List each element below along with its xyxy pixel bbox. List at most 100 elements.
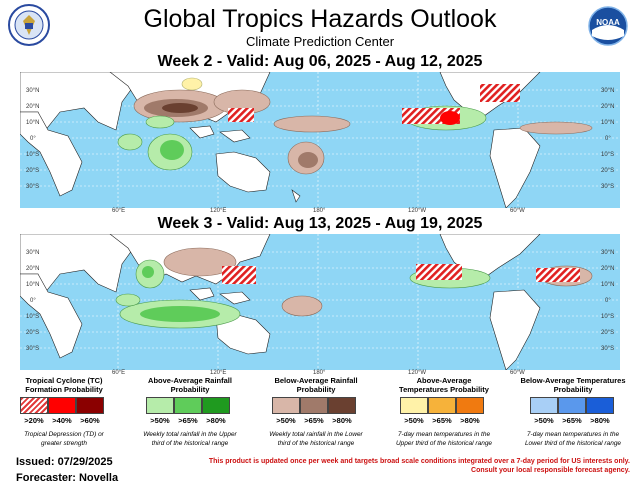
legend-label: >40% xyxy=(52,416,72,425)
legend-label: >65% xyxy=(178,416,198,425)
lat-tick: 20°N xyxy=(26,266,39,272)
week3-hazards xyxy=(115,247,593,329)
lat-tick: 30°N xyxy=(26,88,39,94)
legend-rain-below: Below-Average Rainfall Probability >50% … xyxy=(266,376,366,448)
legend-tc-swatch xyxy=(20,397,48,414)
legend-tc-note: Tropical Depression (TD) or greater stre… xyxy=(24,431,104,447)
legend-label: >50% xyxy=(276,416,296,425)
legend-rain-above-swatch xyxy=(174,397,202,414)
legend-label: >50% xyxy=(150,416,170,425)
lat-tick: 20°S xyxy=(601,330,614,336)
lat-tick: 10°S xyxy=(26,152,39,158)
legend-label: >20% xyxy=(24,416,44,425)
week2-title: Week 2 - Valid: Aug 06, 2025 - Aug 12, 2… xyxy=(157,53,483,70)
lat-tick: 30°N xyxy=(601,250,614,256)
legend-label: >80% xyxy=(332,416,352,425)
legend-rain-above-title: Above-Average Rainfall Probability xyxy=(148,376,232,394)
legend-temp-above: Above-Average Temperatures Probability >… xyxy=(392,376,496,448)
legend-tc-title: Tropical Cyclone (TC) Formation Probabil… xyxy=(25,376,103,394)
lat-tick: 30°S xyxy=(601,184,614,190)
forecaster: Forecaster: Novella xyxy=(16,472,119,484)
legend-rain-below-swatch xyxy=(300,397,328,414)
noaa-logo: NOAA xyxy=(588,6,628,46)
lon-tick: 120°E xyxy=(210,208,227,214)
lon-tick: 60°W xyxy=(510,208,525,214)
legend-rain-below-swatch xyxy=(272,397,300,414)
lat-tick: 0° xyxy=(30,298,36,304)
week3-continents xyxy=(19,233,541,371)
noaa-logo-text: NOAA xyxy=(596,18,620,27)
lat-tick: 10°N xyxy=(601,120,614,126)
legend-temp-below-title: Below-Average Temperatures Probability xyxy=(520,376,626,394)
week2-lat-ticks: 30°N 20°N 10°N 0° 10°S 20°S 30°S 30°N 20… xyxy=(26,88,614,190)
legend-label: >65% xyxy=(562,416,582,425)
week2-hazards xyxy=(117,77,593,175)
lon-tick: 120°W xyxy=(408,370,427,376)
page-title: Global Tropics Hazards Outlook xyxy=(143,5,497,33)
legend-tc-swatch xyxy=(76,397,104,414)
legend-temp-above-title: Above-Average Temperatures Probability xyxy=(399,376,489,394)
legend-label: >65% xyxy=(304,416,324,425)
week2-map: 30°N 20°N 10°N 0° 10°S 20°S 30°S 30°N 20… xyxy=(19,71,620,209)
lat-tick: 0° xyxy=(605,136,611,142)
lat-tick: 20°N xyxy=(601,266,614,272)
lon-tick: 180° xyxy=(313,208,326,214)
lon-tick: 180° xyxy=(313,370,326,376)
lat-tick: 10°S xyxy=(601,152,614,158)
legend-tc-swatch xyxy=(48,397,76,414)
lat-tick: 30°S xyxy=(26,184,39,190)
lat-tick: 20°S xyxy=(26,168,39,174)
lon-tick: 120°W xyxy=(408,208,427,214)
legend-label: >80% xyxy=(460,416,480,425)
lat-tick: 10°N xyxy=(26,120,39,126)
lat-tick: 20°N xyxy=(601,104,614,110)
lat-tick: 20°S xyxy=(26,330,39,336)
lat-tick: 30°S xyxy=(26,346,39,352)
legend-temp-above-swatch xyxy=(400,397,428,414)
lat-tick: 10°S xyxy=(601,314,614,320)
legend-label: >80% xyxy=(206,416,226,425)
legend-temp-below-note: 7-day mean temperatures in the Lower thi… xyxy=(524,431,622,447)
week3-map: 30°N 20°N 10°N 0° 10°S 20°S 30°S 30°N 20… xyxy=(19,233,620,371)
legend-label: >60% xyxy=(80,416,100,425)
lat-tick: 20°N xyxy=(26,104,39,110)
week3-lat-ticks: 30°N 20°N 10°N 0° 10°S 20°S 30°S 30°N 20… xyxy=(26,250,614,352)
commerce-seal-logo xyxy=(8,4,50,46)
lat-tick: 30°S xyxy=(601,346,614,352)
lat-tick: 20°S xyxy=(601,168,614,174)
legend-temp-above-note: 7-day mean temperatures in the Upper thi… xyxy=(395,431,493,447)
lat-tick: 30°N xyxy=(26,250,39,256)
legend-temp-above-swatch xyxy=(428,397,456,414)
week3-title: Week 3 - Valid: Aug 13, 2025 - Aug 19, 2… xyxy=(157,215,483,232)
page-subtitle: Climate Prediction Center xyxy=(245,34,395,49)
lat-tick: 0° xyxy=(30,136,36,142)
lat-tick: 10°N xyxy=(26,282,39,288)
lon-tick: 60°E xyxy=(112,208,126,214)
lat-tick: 10°S xyxy=(26,314,39,320)
lon-tick: 60°E xyxy=(112,370,126,376)
legend-temp-below: Below-Average Temperatures Probability >… xyxy=(518,376,628,448)
lon-tick: 120°E xyxy=(210,370,227,376)
legend-label: >80% xyxy=(590,416,610,425)
legend-rain-below-note: Weekly total rainfall in the Lower third… xyxy=(269,431,363,447)
lat-tick: 30°N xyxy=(601,88,614,94)
lon-tick: 60°W xyxy=(510,370,525,376)
legend-label: >50% xyxy=(534,416,554,425)
legend-temp-below-swatch xyxy=(530,397,558,414)
legend-rain-above-note: Weekly total rainfall in the Upper third… xyxy=(143,431,237,447)
disclaimer-line2: Consult your local responsible forecast … xyxy=(471,467,630,474)
legend-tc: Tropical Cyclone (TC) Formation Probabil… xyxy=(14,376,114,448)
legend-label: >65% xyxy=(432,416,452,425)
lat-tick: 0° xyxy=(605,298,611,304)
disclaimer-line1: This product is updated once per week an… xyxy=(208,458,630,465)
legend-rain-above: Above-Average Rainfall Probability >50% … xyxy=(140,376,240,448)
legend-rain-below-swatch xyxy=(328,397,356,414)
legend-temp-below-swatch xyxy=(558,397,586,414)
lat-tick: 10°N xyxy=(601,282,614,288)
legend-temp-above-swatch xyxy=(456,397,484,414)
issued-date: Issued: 07/29/2025 xyxy=(16,456,113,468)
legend-rain-below-title: Below-Average Rainfall Probability xyxy=(274,376,358,394)
legend-rain-above-swatch xyxy=(146,397,174,414)
legend-temp-below-swatch xyxy=(586,397,614,414)
legend-label: >50% xyxy=(404,416,424,425)
